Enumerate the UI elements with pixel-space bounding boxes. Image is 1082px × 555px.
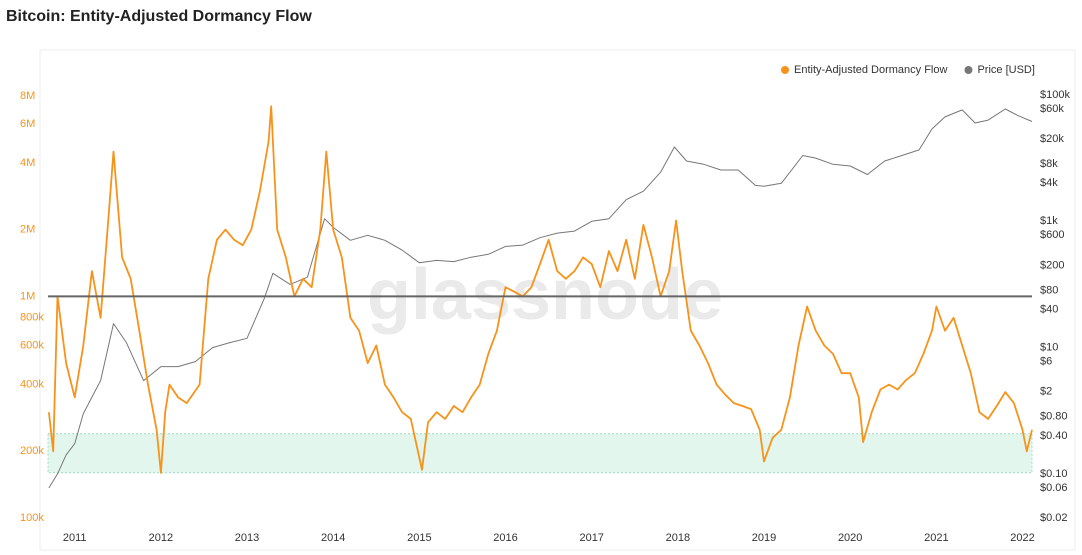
y2-tick-label: $0.02 xyxy=(1040,512,1068,524)
y2-tick-label: $60k xyxy=(1040,103,1064,115)
y-tick-label: 100k xyxy=(20,512,44,524)
y2-tick-label: $2 xyxy=(1040,386,1052,398)
y2-tick-label: $1k xyxy=(1040,215,1058,227)
y2-tick-label: $80 xyxy=(1040,284,1058,296)
series-line xyxy=(48,108,1033,489)
legend-marker xyxy=(964,66,973,74)
y2-tick-label: $0.80 xyxy=(1040,411,1068,423)
y2-tick-label: $20k xyxy=(1040,133,1064,145)
x-tick-label: 2022 xyxy=(1010,532,1034,544)
y2-tick-label: $100k xyxy=(1040,89,1070,101)
y2-tick-label: $8k xyxy=(1040,158,1058,170)
y2-tick-label: $40 xyxy=(1040,303,1058,315)
x-tick-label: 2012 xyxy=(149,532,173,544)
x-tick-label: 2019 xyxy=(752,532,776,544)
y-tick-label: 6M xyxy=(20,118,35,130)
frame xyxy=(39,49,1076,551)
x-tick-label: 2018 xyxy=(666,532,690,544)
y2-tick-label: $0.06 xyxy=(1040,482,1068,494)
x-tick-label: 2013 xyxy=(235,532,259,544)
series-line xyxy=(48,105,1033,474)
y2-tick-label: $600 xyxy=(1040,229,1064,241)
legend-marker xyxy=(781,66,789,74)
legend-label: Price [USD] xyxy=(977,64,1034,76)
y-tick-label: 2M xyxy=(20,224,35,236)
y-tick-label: 1M xyxy=(20,290,35,302)
y-tick-label: 200k xyxy=(20,445,44,457)
y2-tick-label: $0.40 xyxy=(1040,430,1068,442)
watermark: glassnode xyxy=(367,255,723,335)
band xyxy=(47,433,1033,474)
y-tick-label: 600k xyxy=(20,339,44,351)
y2-tick-label: $200 xyxy=(1040,259,1064,271)
x-tick-label: 2015 xyxy=(407,532,431,544)
chart-title: Bitcoin: Entity-Adjusted Dormancy Flow xyxy=(6,8,312,25)
x-tick-label: 2011 xyxy=(63,532,87,544)
y2-tick-label: $0.10 xyxy=(1040,468,1068,480)
x-tick-label: 2017 xyxy=(579,532,603,544)
legend-label: Entity-Adjusted Dormancy Flow xyxy=(794,64,947,76)
y-tick-label: 400k xyxy=(20,378,44,390)
y2-tick-label: $6 xyxy=(1040,355,1052,367)
y2-tick-label: $4k xyxy=(1040,177,1058,189)
x-tick-label: 2021 xyxy=(924,532,948,544)
y-tick-label: 8M xyxy=(20,90,35,102)
x-tick-label: 2016 xyxy=(493,532,517,544)
y2-tick-label: $10 xyxy=(1040,341,1058,353)
y-tick-label: 800k xyxy=(20,312,44,324)
x-tick-label: 2020 xyxy=(838,532,862,544)
x-tick-label: 2014 xyxy=(321,532,345,544)
y-tick-label: 4M xyxy=(20,157,35,169)
